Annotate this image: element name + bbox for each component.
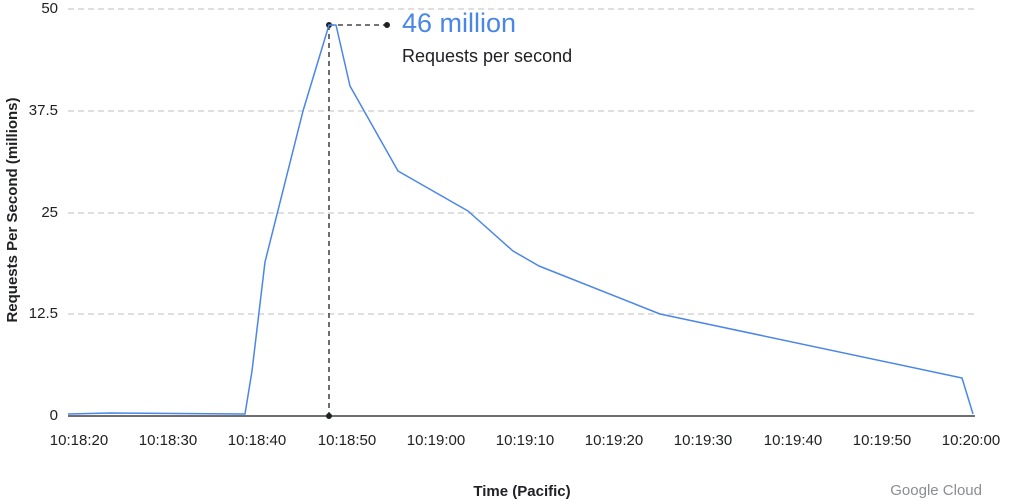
x-tick-label: 10:19:50: [852, 432, 912, 449]
y-tick-label: 50: [41, 0, 58, 17]
peak-value-annotation: 46 million: [402, 8, 517, 38]
y-tick-label: 37.5: [28, 102, 58, 119]
x-axis-title: Time (Pacific): [473, 483, 571, 500]
x-tick-label: 10:18:20: [49, 432, 109, 449]
y-tick-label: 12.5: [28, 305, 58, 322]
x-tick-label: 10:18:50: [317, 432, 377, 449]
x-tick-label: 10:19:00: [406, 432, 466, 449]
x-tick-label: 10:18:30: [138, 432, 198, 449]
x-tick-label: 10:20:00: [941, 432, 1001, 449]
x-tick-label: 10:19:40: [763, 432, 823, 449]
x-tick-label: 10:19:30: [673, 432, 733, 449]
peak-label-annotation: Requests per second: [402, 46, 573, 66]
requests-per-second-line: [67, 24, 974, 415]
y-tick-label: 25: [41, 204, 58, 221]
peak-annotation-leaders: [326, 22, 390, 419]
x-tick-label: 10:19:20: [584, 432, 644, 449]
y-tick-label: 0: [49, 407, 58, 424]
annotation-end-marker: [384, 22, 390, 28]
google-cloud-logo: Google Cloud: [890, 482, 982, 499]
x-tick-label: 10:18:40: [227, 432, 287, 449]
gridlines: [68, 8, 975, 315]
x-tick-label: 10:19:10: [495, 432, 555, 449]
y-axis-title: Requests Per Second (millions): [4, 97, 21, 323]
peak-axis-marker: [326, 413, 332, 419]
